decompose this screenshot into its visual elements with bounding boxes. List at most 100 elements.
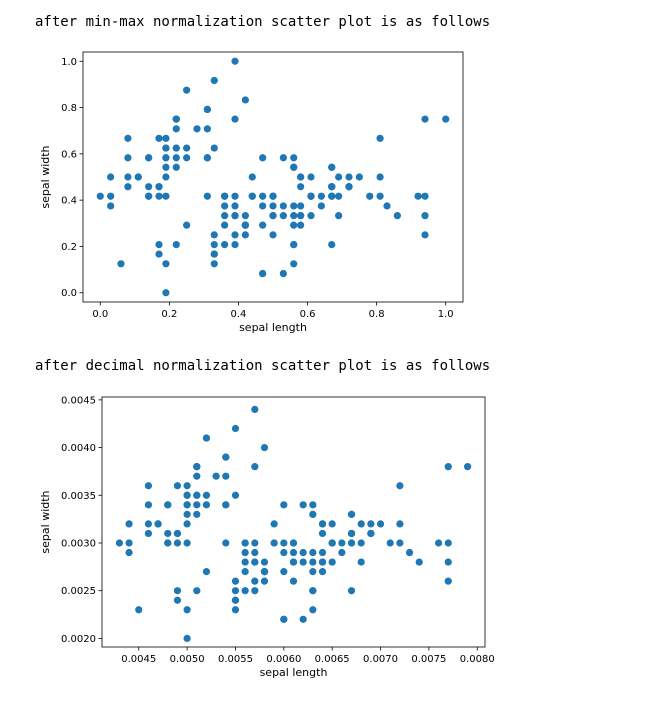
scatter-point — [125, 548, 133, 557]
scatter-point — [173, 587, 182, 595]
y-tick-label: 0.0025 — [61, 586, 96, 597]
scatter-point — [309, 548, 317, 557]
scatter-point — [251, 539, 259, 547]
scatter-point — [335, 173, 343, 181]
scatter-point — [328, 558, 336, 566]
scatter-point — [183, 86, 191, 94]
scatter-point — [221, 240, 229, 249]
scatter-point — [280, 568, 288, 576]
scatter-point — [269, 192, 277, 200]
scatter-point — [164, 501, 172, 509]
scatter-point — [241, 221, 249, 229]
scatter-point — [248, 192, 256, 200]
scatter-point — [309, 510, 317, 518]
scatter-point — [444, 463, 452, 471]
scatter-point — [328, 183, 336, 191]
scatter-point — [289, 548, 298, 557]
scatter-point — [345, 173, 353, 181]
scatter-point — [280, 548, 288, 557]
scatter-point — [414, 192, 422, 200]
scatter-point — [124, 154, 132, 162]
scatter-point — [231, 192, 239, 200]
scatter-point — [347, 510, 356, 518]
scatter-point — [193, 501, 201, 509]
scatter-point — [260, 568, 269, 576]
scatter-point — [145, 183, 153, 191]
scatter-point — [376, 134, 384, 142]
scatter-point — [172, 163, 180, 171]
scatter-point — [172, 125, 180, 133]
scatter-point — [96, 192, 104, 200]
scatter-point — [396, 539, 404, 547]
scatter-point — [144, 529, 153, 538]
scatter-point — [231, 606, 240, 614]
scatter-point — [297, 212, 305, 220]
scatter-point — [183, 144, 191, 152]
scatter-point — [463, 463, 472, 471]
x-tick-label: 0.0055 — [218, 654, 253, 665]
scatter-point — [162, 163, 170, 171]
scatter-point — [318, 548, 327, 557]
x-tick-label: 0.8 — [369, 309, 385, 320]
scatter-point — [259, 154, 267, 162]
scatter-point — [269, 202, 277, 210]
scatter-point — [145, 154, 153, 162]
scatter-point — [155, 250, 163, 258]
scatter-point — [193, 510, 201, 518]
y-tick-label: 0.0 — [61, 288, 77, 299]
scatter-point — [259, 202, 267, 210]
scatter-point — [279, 269, 287, 278]
scatter-point — [366, 192, 374, 200]
scatter-point — [251, 558, 259, 566]
scatter-point — [383, 202, 391, 210]
scatter-point — [231, 231, 239, 239]
scatter-point — [183, 539, 191, 547]
scatter-point — [183, 520, 191, 528]
scatter-point — [107, 173, 115, 181]
scatter-point — [279, 154, 287, 162]
scatter-point — [202, 501, 211, 509]
scatter-point — [421, 212, 429, 220]
scatter-point — [164, 539, 172, 547]
scatter-point — [155, 183, 163, 191]
scatter-point — [222, 501, 230, 509]
scatter-point — [335, 212, 343, 220]
scatter-point — [144, 501, 153, 509]
scatter-point — [335, 192, 343, 200]
scatter-point — [309, 501, 317, 509]
scatter-point — [173, 596, 182, 604]
scatter-chart-minmax: 0.0 0.2 0.4 0.6 0.8 1.0 0.0 0.2 0.4 0.6 0.8 1.0 sepa… — [39, 51, 464, 334]
scatter-point — [251, 577, 259, 585]
x-tick-label: 0.0050 — [170, 654, 205, 665]
scatter-point — [173, 539, 182, 547]
x-axis-label: sepal length — [260, 666, 328, 679]
y-tick-label: 0.0045 — [61, 395, 96, 406]
scatter-point — [297, 221, 305, 229]
scatter-point — [309, 568, 317, 576]
scatter-point — [328, 163, 336, 171]
scatter-point — [259, 221, 267, 229]
scatter-point — [193, 587, 201, 595]
scatter-point — [162, 260, 170, 268]
scatter-point — [162, 192, 170, 200]
output-caption-minmax: after min-max normalization scatter plot… — [35, 14, 491, 30]
y-tick-label: 1.0 — [61, 57, 77, 68]
y-tick-label: 0.0020 — [61, 634, 96, 645]
scatter-point — [405, 548, 414, 557]
scatter-point — [231, 202, 239, 210]
scatter-point — [107, 192, 115, 200]
scatter-point — [210, 231, 218, 239]
scatter-point — [241, 568, 249, 576]
scatter-point — [173, 529, 182, 538]
scatter-point — [162, 144, 170, 152]
scatter-point — [183, 221, 191, 229]
scatter-point — [193, 463, 201, 471]
scatter-point — [318, 520, 327, 528]
scatter-point — [251, 405, 259, 414]
scatter-point — [328, 520, 336, 528]
scatter-point — [259, 192, 267, 200]
scatter-point — [299, 615, 307, 623]
y-axis-label: sepal width — [39, 490, 52, 553]
scatter-point — [280, 539, 288, 547]
scatter-point — [203, 154, 211, 162]
